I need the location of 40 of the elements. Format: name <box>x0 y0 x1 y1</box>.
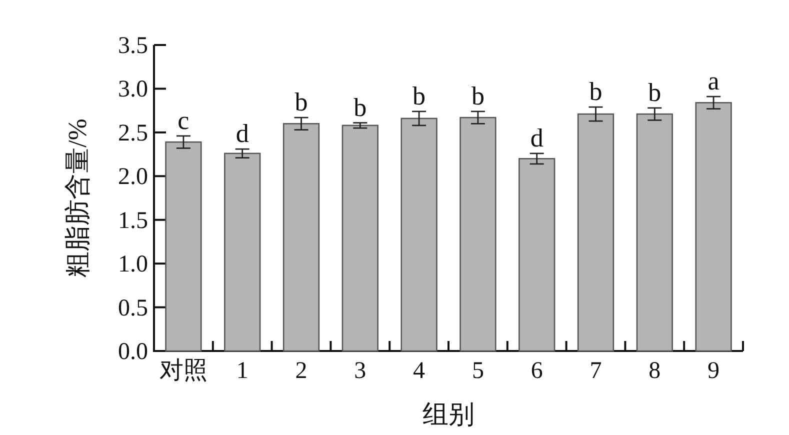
annotation: b <box>471 81 484 110</box>
x-tick-label: 6 <box>530 358 543 384</box>
y-tick-label: 1.0 <box>118 252 148 278</box>
y-tick-label: 2.0 <box>118 164 148 190</box>
bar <box>165 141 202 352</box>
y-axis-title: 粗脂肪含量/% <box>63 118 92 278</box>
y-tick-label: 3.0 <box>118 76 148 103</box>
annotation: d <box>236 119 249 148</box>
y-tick-label: 0.0 <box>118 339 148 365</box>
x-tick-label: 1 <box>236 358 248 384</box>
bar <box>342 124 378 352</box>
x-tick-label: 4 <box>413 358 426 384</box>
x-tick-label: 3 <box>354 358 366 384</box>
annotation: b <box>354 92 367 122</box>
y-tick-label: 3.5 <box>118 33 148 59</box>
y-tick-label: 1.5 <box>118 208 148 234</box>
bar <box>460 116 496 352</box>
bar <box>518 158 556 352</box>
annotation: d <box>530 123 544 152</box>
y-tick-label: 2.5 <box>118 120 148 146</box>
x-tick-label: 8 <box>648 358 661 384</box>
x-tick-label: 对照 <box>159 358 208 384</box>
annotation: b <box>294 88 308 117</box>
bar <box>636 113 673 352</box>
annotation: b <box>412 81 426 110</box>
x-axis-title: 组别 <box>422 400 474 429</box>
annotation: b <box>589 77 602 106</box>
bar <box>224 152 261 352</box>
x-tick-label: 5 <box>472 358 484 384</box>
annotation: a <box>708 66 720 96</box>
x-tick-label: 7 <box>590 358 602 384</box>
annotation: b <box>648 78 662 107</box>
x-tick-label: 2 <box>295 358 308 384</box>
bar <box>282 123 320 352</box>
bar <box>400 118 438 352</box>
bar <box>577 113 614 352</box>
x-tick-label: 9 <box>708 358 720 384</box>
y-tick-label: 0.5 <box>118 295 148 322</box>
annotation: c <box>178 106 190 135</box>
bar <box>695 102 732 352</box>
